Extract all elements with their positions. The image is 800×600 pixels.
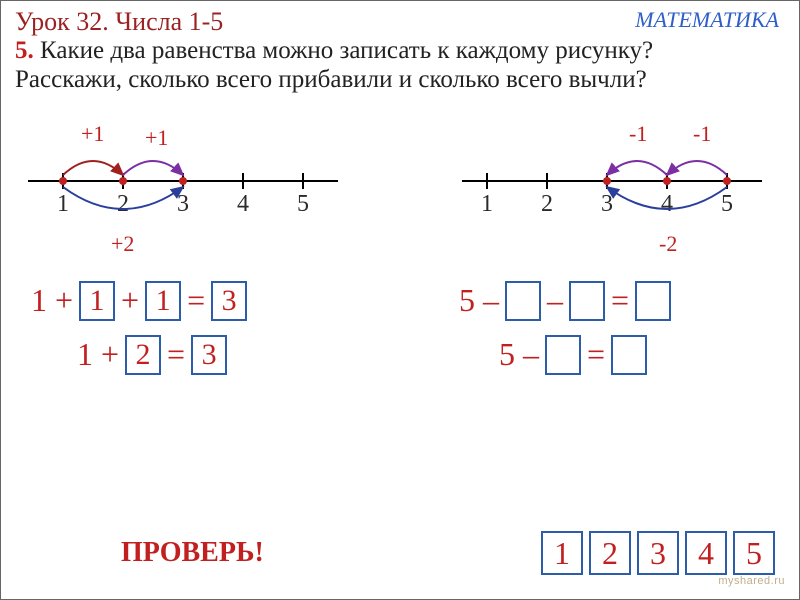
svg-text:1: 1 [481, 191, 493, 217]
task-number: 5. [15, 37, 34, 64]
svg-text:3: 3 [601, 191, 613, 217]
answer-box: 2 [125, 335, 161, 375]
numberline-right: 1 2 3 4 5 -1 -1 -2 [437, 111, 777, 261]
svg-text:+2: +2 [111, 231, 134, 256]
svg-text:+1: +1 [145, 125, 168, 150]
eq-text: = [187, 282, 205, 319]
svg-text:4: 4 [237, 191, 249, 217]
answer-box[interactable] [569, 281, 605, 321]
answer-box[interactable] [505, 281, 541, 321]
task-line1: Какие два равенства можно записать к каж… [34, 37, 653, 64]
subject-label: МАТЕМАТИКА [635, 7, 779, 37]
digits-row: 1 2 3 4 5 [541, 531, 775, 575]
svg-text:-1: -1 [693, 121, 711, 146]
answer-box: 1 [145, 281, 181, 321]
answer-box[interactable] [611, 335, 647, 375]
svg-text:5: 5 [721, 191, 733, 217]
svg-text:3: 3 [177, 191, 189, 217]
eq-text: 5 – [459, 282, 499, 319]
eq-text: – [547, 282, 563, 319]
answer-box: 1 [79, 281, 115, 321]
equations-right: 5 – – = 5 – = [429, 281, 769, 389]
digit-card[interactable]: 2 [589, 531, 631, 575]
digit-card[interactable]: 1 [541, 531, 583, 575]
svg-text:-1: -1 [629, 121, 647, 146]
svg-text:5: 5 [297, 191, 309, 217]
eq-text: = [167, 336, 185, 373]
digit-card[interactable]: 5 [733, 531, 775, 575]
eq-text: 1 + [77, 336, 119, 373]
eq-text: 5 – [499, 336, 539, 373]
eq-text: = [611, 282, 629, 319]
watermark: myshared.ru [718, 575, 785, 587]
equations-left: 1 + 1 + 1 = 3 1 + 2 = 3 [31, 281, 371, 389]
svg-text:-2: -2 [659, 231, 677, 256]
answer-box: 3 [191, 335, 227, 375]
eq-text: = [587, 336, 605, 373]
answer-box[interactable] [545, 335, 581, 375]
answer-box: 3 [211, 281, 247, 321]
lesson-title: Урок 32. Числа 1-5 [15, 7, 223, 37]
task-line2: Расскажи, сколько всего прибавили и скол… [15, 66, 647, 93]
svg-text:+1: +1 [81, 121, 104, 146]
digit-card[interactable]: 3 [637, 531, 679, 575]
numberline-left: 1 2 3 4 5 +1 +1 +2 [23, 111, 363, 261]
digit-card[interactable]: 4 [685, 531, 727, 575]
eq-text: + [121, 282, 139, 319]
task-text: 5. Какие два равенства можно записать к … [1, 37, 799, 99]
svg-text:4: 4 [661, 191, 673, 217]
svg-text:2: 2 [117, 191, 129, 217]
check-label: ПРОВЕРЬ! [121, 537, 264, 569]
svg-text:1: 1 [57, 191, 69, 217]
answer-box[interactable] [635, 281, 671, 321]
svg-text:2: 2 [541, 191, 553, 217]
eq-text: 1 + [31, 282, 73, 319]
